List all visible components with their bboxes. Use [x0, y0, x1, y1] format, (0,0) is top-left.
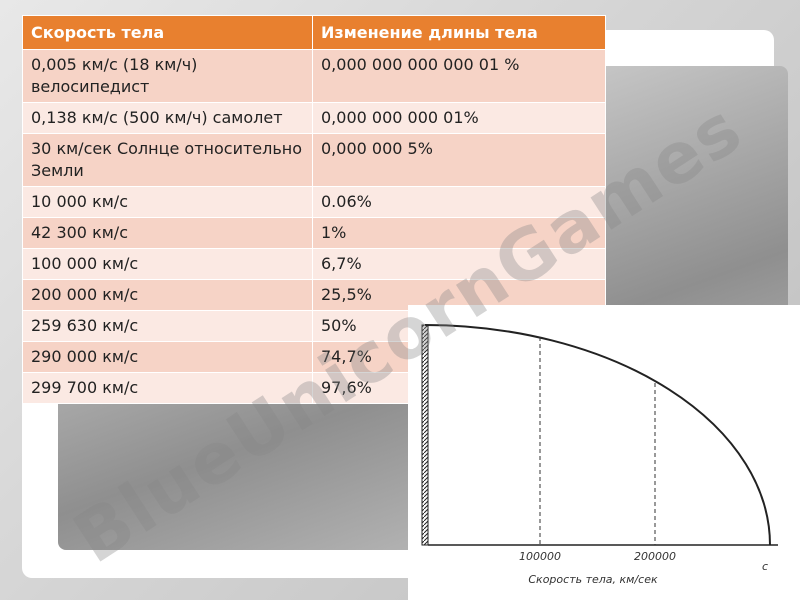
tick-label: 200000	[634, 550, 676, 563]
table-cell: 0.06%	[312, 186, 606, 218]
table-cell: 0,000 000 000 01%	[312, 102, 606, 134]
table-body: 0,005 км/с (18 км/ч) велосипедист 0,000 0…	[22, 49, 606, 404]
table-row: 30 км/сек Солнце относительно Земли 0,000…	[22, 133, 606, 187]
table-row: 42 300 км/с 1%	[22, 217, 606, 249]
table-cell: 0,000 000 000 000 01 %	[312, 49, 606, 103]
table-cell: 0,005 км/с (18 км/ч) велосипедист	[22, 49, 313, 103]
header-cell: Скорость тела	[22, 15, 313, 50]
header-row: Скорость тела Изменение длины тела	[22, 15, 606, 50]
table-row: 0,005 км/с (18 км/ч) велосипедист 0,000 0…	[22, 49, 606, 103]
table-cell: 100 000 км/с	[22, 248, 313, 280]
table-cell: 0,138 км/с (500 км/ч) самолет	[22, 102, 313, 134]
table-row: 0,138 км/с (500 км/ч) самолет 0,000 000 0…	[22, 102, 606, 134]
header-cell: Изменение длины тела	[312, 15, 606, 50]
table-cell: 259 630 км/с	[22, 310, 313, 342]
table-cell: 290 000 км/с	[22, 341, 313, 373]
hatched-bar	[421, 324, 429, 546]
table-cell: 10 000 км/с	[22, 186, 313, 218]
table-cell: 42 300 км/с	[22, 217, 313, 249]
contraction-figure: 100000 200000 c Скорость тела, км/сек	[408, 305, 800, 600]
table-row: 100 000 км/с 6,7%	[22, 248, 606, 280]
data-table: Скорость тела Изменение длины тела 0,005…	[22, 15, 606, 404]
table-cell: 1%	[312, 217, 606, 249]
table-cell: 0,000 000 5%	[312, 133, 606, 187]
contraction-curve	[424, 324, 771, 546]
table-cell: 30 км/сек Солнце относительно Земли	[22, 133, 313, 187]
figure-background	[408, 305, 800, 600]
table-cell: 6,7%	[312, 248, 606, 280]
axis-label: Скорость тела, км/сек	[528, 573, 658, 586]
table-cell: 200 000 км/с	[22, 279, 313, 311]
table-row: 10 000 км/с 0.06%	[22, 186, 606, 218]
table-cell: 299 700 км/с	[22, 372, 313, 404]
tick-label: c	[762, 560, 768, 573]
tick-label: 100000	[519, 550, 561, 563]
